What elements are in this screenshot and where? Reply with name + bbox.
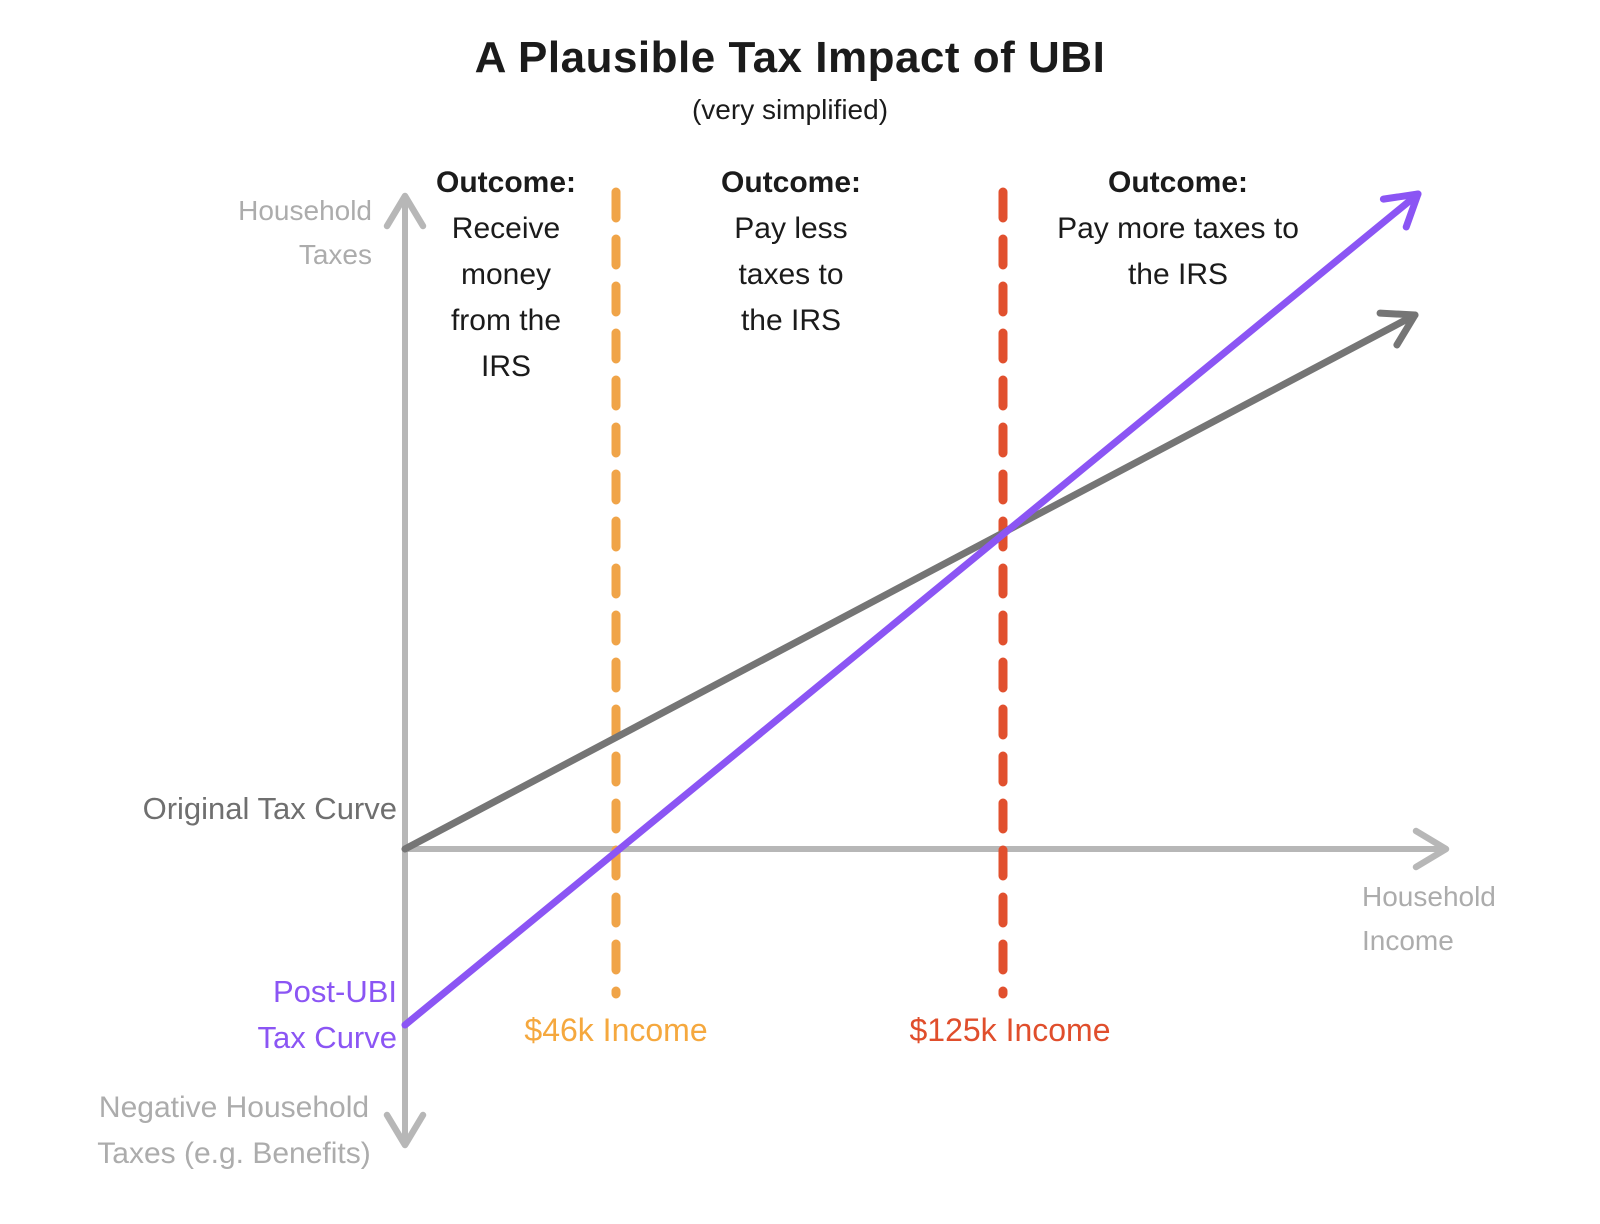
outcome-line: taxes to — [738, 258, 844, 291]
axis-label-line: Household — [1362, 881, 1496, 912]
curve-label-line: Post-UBI — [272, 974, 397, 1009]
outcome-heading: Outcome: — [435, 166, 576, 199]
outcome-block-pay-less: Outcome: Pay less taxes to the IRS — [671, 160, 911, 344]
page-title: A Plausible Tax Impact of UBI — [474, 33, 1106, 82]
outcome-line: IRS — [480, 350, 531, 383]
post-ubi-tax-curve-label: Post-UBI Tax Curve — [257, 969, 397, 1061]
outcome-line: money — [460, 258, 552, 291]
original-tax-curve-label: Original Tax Curve — [142, 791, 397, 826]
x-axis-label-household-income: Household Income — [1362, 875, 1496, 963]
post-ubi-tax-curve-line — [401, 190, 1422, 1029]
outcome-heading: Outcome: — [720, 166, 861, 199]
y-axis-label-household-taxes: Household Taxes — [238, 189, 372, 277]
axis-label-line: Income — [1362, 925, 1454, 956]
threshold-125k-label: $125k Income — [909, 1012, 1111, 1048]
outcome-line: from the — [450, 304, 562, 337]
threshold-46k-label: $46k Income — [524, 1012, 708, 1048]
axis-label-line: Taxes (e.g. Benefits) — [97, 1137, 371, 1170]
outcome-block-receive-money: Outcome: Receive money from the IRS — [386, 160, 626, 390]
outcome-line: the IRS — [740, 304, 842, 337]
page-subtitle: (very simplified) — [691, 94, 889, 125]
y-axis-label-negative-taxes: Negative Household Taxes (e.g. Benefits) — [88, 1085, 380, 1177]
outcome-line: the IRS — [1127, 258, 1229, 291]
outcome-heading: Outcome: — [1107, 166, 1248, 199]
axis-label-line: Household — [238, 195, 372, 226]
outcome-block-pay-more: Outcome: Pay more taxes to the IRS — [1028, 160, 1328, 298]
axis-label-line: Negative Household — [98, 1091, 370, 1124]
curve-label-line: Tax Curve — [257, 1020, 397, 1055]
outcome-line: Receive — [451, 212, 561, 245]
original-tax-curve-line — [401, 309, 1419, 853]
axis-label-line: Taxes — [298, 239, 372, 270]
outcome-line: Pay more taxes to — [1057, 212, 1299, 245]
outcome-line: Pay less — [734, 212, 848, 245]
